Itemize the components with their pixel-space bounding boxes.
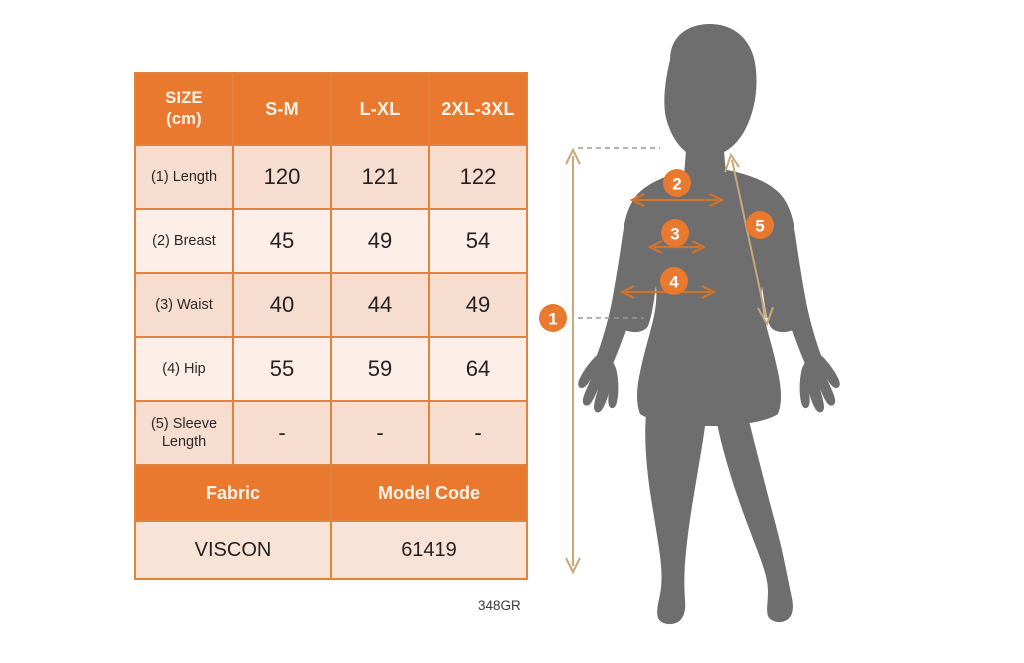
- row-label-hip: (4) Hip: [136, 338, 232, 400]
- breast-arrow-head-right: [709, 193, 725, 207]
- marker-5-label: 5: [755, 217, 764, 236]
- sleeve-label-line2: Length: [161, 434, 207, 450]
- length-arrow-head-top: [565, 147, 581, 165]
- sleeve-arrow-head-top: [724, 152, 740, 173]
- marker-3-label: 3: [670, 225, 679, 244]
- column-header-sm: S-M: [234, 74, 330, 144]
- footer-value-fabric: VISCON: [136, 522, 330, 578]
- hip-arrow-head-right: [701, 285, 717, 299]
- marker-4: 4: [660, 267, 688, 295]
- table-row: (3) Waist 40 44 49: [136, 274, 526, 336]
- column-header-size: SIZE (cm): [136, 74, 232, 144]
- length-dimension-group: [565, 147, 660, 575]
- value-length-sm: 120: [234, 146, 330, 208]
- footer-header-row: Fabric Model Code: [136, 466, 526, 520]
- footer-value-row: VISCON 61419: [136, 522, 526, 578]
- size-chart-table-container: SIZE (cm) S-M L-XL 2XL-3XL (1) Length 12…: [134, 72, 528, 580]
- value-length-lxl: 121: [332, 146, 428, 208]
- female-body-silhouette-icon: [578, 24, 840, 625]
- waist-dimension-group: [647, 240, 707, 254]
- row-label-sleeve-length: (5) Sleeve Length: [136, 402, 232, 464]
- column-header-2xl3xl: 2XL-3XL: [430, 74, 526, 144]
- length-arrow-head-bottom: [565, 557, 581, 575]
- marker-4-label: 4: [669, 273, 679, 292]
- value-sleeve-sm: -: [234, 402, 330, 464]
- marker-3: 3: [661, 219, 689, 247]
- value-sleeve-2xl3xl: -: [430, 402, 526, 464]
- value-hip-2xl3xl: 64: [430, 338, 526, 400]
- row-label-waist: (3) Waist: [136, 274, 232, 336]
- marker-1-label: 1: [548, 310, 557, 329]
- value-length-2xl3xl: 122: [430, 146, 526, 208]
- waist-arrow-head-left: [647, 240, 663, 254]
- value-hip-sm: 55: [234, 338, 330, 400]
- sleeve-arrow-line: [731, 159, 767, 319]
- marker-5: 5: [746, 211, 774, 239]
- table-row: (2) Breast 45 49 54: [136, 210, 526, 272]
- marker-2: 2: [663, 169, 691, 197]
- value-waist-lxl: 44: [332, 274, 428, 336]
- row-label-breast: (2) Breast: [136, 210, 232, 272]
- marker-2-label: 2: [672, 175, 681, 194]
- value-breast-2xl3xl: 54: [430, 210, 526, 272]
- size-chart-table: SIZE (cm) S-M L-XL 2XL-3XL (1) Length 12…: [134, 72, 528, 580]
- body-measurement-diagram: 1 2 3 4 5: [539, 24, 840, 625]
- value-waist-sm: 40: [234, 274, 330, 336]
- sleeve-dimension-group: [724, 152, 774, 327]
- measurement-figure-panel: 1 2 3 4 5: [520, 0, 1024, 663]
- value-waist-2xl3xl: 49: [430, 274, 526, 336]
- breast-dimension-group: [629, 193, 725, 207]
- footer-value-model-code: 61419: [332, 522, 526, 578]
- value-breast-sm: 45: [234, 210, 330, 272]
- sleeve-arrow-head-bottom: [757, 306, 774, 327]
- waist-arrow-head-right: [691, 240, 707, 254]
- value-hip-lxl: 59: [332, 338, 428, 400]
- hip-arrow-head-left: [619, 285, 635, 299]
- value-breast-lxl: 49: [332, 210, 428, 272]
- table-header-row: SIZE (cm) S-M L-XL 2XL-3XL: [136, 74, 526, 144]
- footer-header-fabric: Fabric: [136, 466, 330, 520]
- table-row: (1) Length 120 121 122: [136, 146, 526, 208]
- sleeve-label-line1: (5) Sleeve: [150, 415, 218, 432]
- footer-header-model-code: Model Code: [332, 466, 526, 520]
- weight-label: 348GR: [478, 598, 521, 613]
- marker-1: 1: [539, 304, 567, 332]
- size-header-line1: SIZE: [165, 89, 203, 108]
- table-row: (4) Hip 55 59 64: [136, 338, 526, 400]
- row-label-length: (1) Length: [136, 146, 232, 208]
- table-row: (5) Sleeve Length - - -: [136, 402, 526, 464]
- value-sleeve-lxl: -: [332, 402, 428, 464]
- size-header-line2: (cm): [166, 110, 202, 128]
- column-header-lxl: L-XL: [332, 74, 428, 144]
- breast-arrow-head-left: [629, 193, 645, 207]
